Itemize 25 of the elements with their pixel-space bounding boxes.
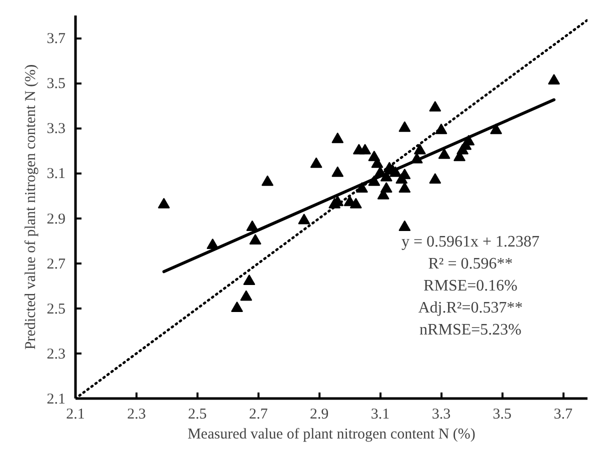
x-tick-label: 2.5 xyxy=(188,406,207,422)
y-tick-label: 2.7 xyxy=(46,256,66,272)
x-tick-label: 2.1 xyxy=(66,406,85,422)
y-tick-label: 3.7 xyxy=(46,31,66,48)
annotation: RMSE=0.16% xyxy=(424,278,518,294)
y-tick-label: 2.5 xyxy=(46,301,66,318)
annotation: y = 0.5961x + 1.2387 xyxy=(401,234,540,250)
y-tick-label: 3.3 xyxy=(46,121,66,138)
y-axis-title: Predicted value of plant nitrogen content N (%) xyxy=(22,64,39,350)
x-tick-label: 2.3 xyxy=(127,406,146,422)
y-tick-label: 3.5 xyxy=(46,76,66,92)
x-tick-label: 3.7 xyxy=(554,406,573,422)
x-tick-label: 3.5 xyxy=(492,406,512,422)
y-tick-label: 2.9 xyxy=(46,211,66,228)
annotation: nRMSE=5.23% xyxy=(420,322,522,338)
x-tick-label: 3.1 xyxy=(370,406,390,422)
y-tick-label: 2.1 xyxy=(46,392,66,408)
annotation: Adj.R²=0.537** xyxy=(418,300,523,316)
y-tick-label: 3.1 xyxy=(46,166,66,182)
annotation: R² = 0.596** xyxy=(428,256,513,272)
y-tick-label: 2.3 xyxy=(46,346,66,362)
x-axis-title: Measured value of plant nitrogen content N (%) xyxy=(188,426,476,442)
x-tick-label: 3.3 xyxy=(432,406,451,422)
x-tick-label: 2.7 xyxy=(248,406,268,422)
x-tick-label: 2.9 xyxy=(310,406,329,422)
